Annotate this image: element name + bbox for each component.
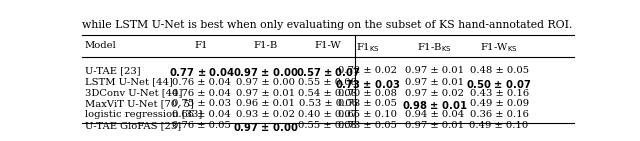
Text: while LSTM U-Net is best when only evaluating on the subset of KS hand-annotated: while LSTM U-Net is best when only evalu… <box>83 20 573 30</box>
Text: 0.53 ± 0.06: 0.53 ± 0.06 <box>299 99 357 108</box>
Text: 0.76 ± 0.04: 0.76 ± 0.04 <box>172 78 231 87</box>
Text: 0.75 ± 0.03: 0.75 ± 0.03 <box>172 99 231 108</box>
Text: $\mathbf{0.98}$ $\mathbf{\pm}$ $\mathbf{0.01}$: $\mathbf{0.98}$ $\mathbf{\pm}$ $\mathbf{… <box>402 99 467 111</box>
Text: F1-B: F1-B <box>254 41 278 50</box>
Text: logistic regression [33]: logistic regression [33] <box>85 110 202 119</box>
Text: 0.97 ± 0.01: 0.97 ± 0.01 <box>236 89 296 98</box>
Text: 0.54 ± 0.08: 0.54 ± 0.08 <box>298 89 358 98</box>
Text: $\mathbf{0.73}$ $\mathbf{\pm}$ $\mathbf{0.03}$: $\mathbf{0.73}$ $\mathbf{\pm}$ $\mathbf{… <box>335 78 400 90</box>
Text: 0.72 ± 0.02: 0.72 ± 0.02 <box>338 66 397 75</box>
Text: 0.73 ± 0.05: 0.73 ± 0.05 <box>338 99 397 108</box>
Text: 0.55 ± 0.08: 0.55 ± 0.08 <box>298 78 358 87</box>
Text: $\mathbf{0.77}$ $\mathbf{\pm}$ $\mathbf{0.04}$: $\mathbf{0.77}$ $\mathbf{\pm}$ $\mathbf{… <box>168 66 234 78</box>
Text: F1: F1 <box>195 41 208 50</box>
Text: 0.97 ± 0.02: 0.97 ± 0.02 <box>405 89 464 98</box>
Text: 0.65 ± 0.10: 0.65 ± 0.10 <box>338 110 397 119</box>
Text: 0.49 ± 0.09: 0.49 ± 0.09 <box>470 99 529 108</box>
Text: 0.94 ± 0.04: 0.94 ± 0.04 <box>405 110 464 119</box>
Text: 0.93 ± 0.02: 0.93 ± 0.02 <box>237 110 296 119</box>
Text: 0.76 ± 0.04: 0.76 ± 0.04 <box>172 89 231 98</box>
Text: 0.55 ± 0.08: 0.55 ± 0.08 <box>298 121 358 130</box>
Text: U-TAE [23]: U-TAE [23] <box>85 66 141 75</box>
Text: 0.97 ± 0.00: 0.97 ± 0.00 <box>237 78 296 87</box>
Text: U-TAE GloFAS [23]: U-TAE GloFAS [23] <box>85 121 181 130</box>
Text: 0.70 ± 0.08: 0.70 ± 0.08 <box>338 89 397 98</box>
Text: Model: Model <box>85 41 116 50</box>
Text: $\mathbf{0.97}$ $\mathbf{\pm}$ $\mathbf{0.00}$: $\mathbf{0.97}$ $\mathbf{\pm}$ $\mathbf{… <box>233 66 299 78</box>
Text: 0.97 ± 0.01: 0.97 ± 0.01 <box>405 121 464 130</box>
Text: 0.97 ± 0.01: 0.97 ± 0.01 <box>405 78 464 87</box>
Text: 0.36 ± 0.16: 0.36 ± 0.16 <box>470 110 529 119</box>
Text: $\mathbf{0.57}$ $\mathbf{\pm}$ $\mathbf{0.07}$: $\mathbf{0.57}$ $\mathbf{\pm}$ $\mathbf{… <box>296 66 360 78</box>
Text: 3DConv U-Net [44]: 3DConv U-Net [44] <box>85 89 182 98</box>
Text: $\mathbf{0.50}$ $\mathbf{\pm}$ $\mathbf{0.07}$: $\mathbf{0.50}$ $\mathbf{\pm}$ $\mathbf{… <box>467 78 532 90</box>
Text: 0.73 ± 0.05: 0.73 ± 0.05 <box>338 121 397 130</box>
Text: 0.76 ± 0.05: 0.76 ± 0.05 <box>172 121 231 130</box>
Text: F1-W: F1-W <box>315 41 341 50</box>
Text: F1$_{\mathrm{KS}}$: F1$_{\mathrm{KS}}$ <box>356 41 380 54</box>
Text: MaxViT U-Net [70, 5]: MaxViT U-Net [70, 5] <box>85 99 194 108</box>
Text: 0.40 ± 0.07: 0.40 ± 0.07 <box>298 110 358 119</box>
Text: 0.49 ± 0.10: 0.49 ± 0.10 <box>470 121 529 130</box>
Text: 0.96 ± 0.01: 0.96 ± 0.01 <box>237 99 296 108</box>
Text: 0.48 ± 0.05: 0.48 ± 0.05 <box>470 66 529 75</box>
Text: 0.43 ± 0.16: 0.43 ± 0.16 <box>470 89 529 98</box>
Text: F1-B$_{\mathrm{KS}}$: F1-B$_{\mathrm{KS}}$ <box>417 41 452 54</box>
Text: 0.97 ± 0.01: 0.97 ± 0.01 <box>405 66 464 75</box>
Text: LSTM U-Net [44]: LSTM U-Net [44] <box>85 78 173 87</box>
Text: $\mathbf{0.97}$ $\mathbf{\pm}$ $\mathbf{0.00}$: $\mathbf{0.97}$ $\mathbf{\pm}$ $\mathbf{… <box>233 121 299 133</box>
Text: 0.66 ± 0.04: 0.66 ± 0.04 <box>172 110 231 119</box>
Text: F1-W$_{\mathrm{KS}}$: F1-W$_{\mathrm{KS}}$ <box>480 41 518 54</box>
